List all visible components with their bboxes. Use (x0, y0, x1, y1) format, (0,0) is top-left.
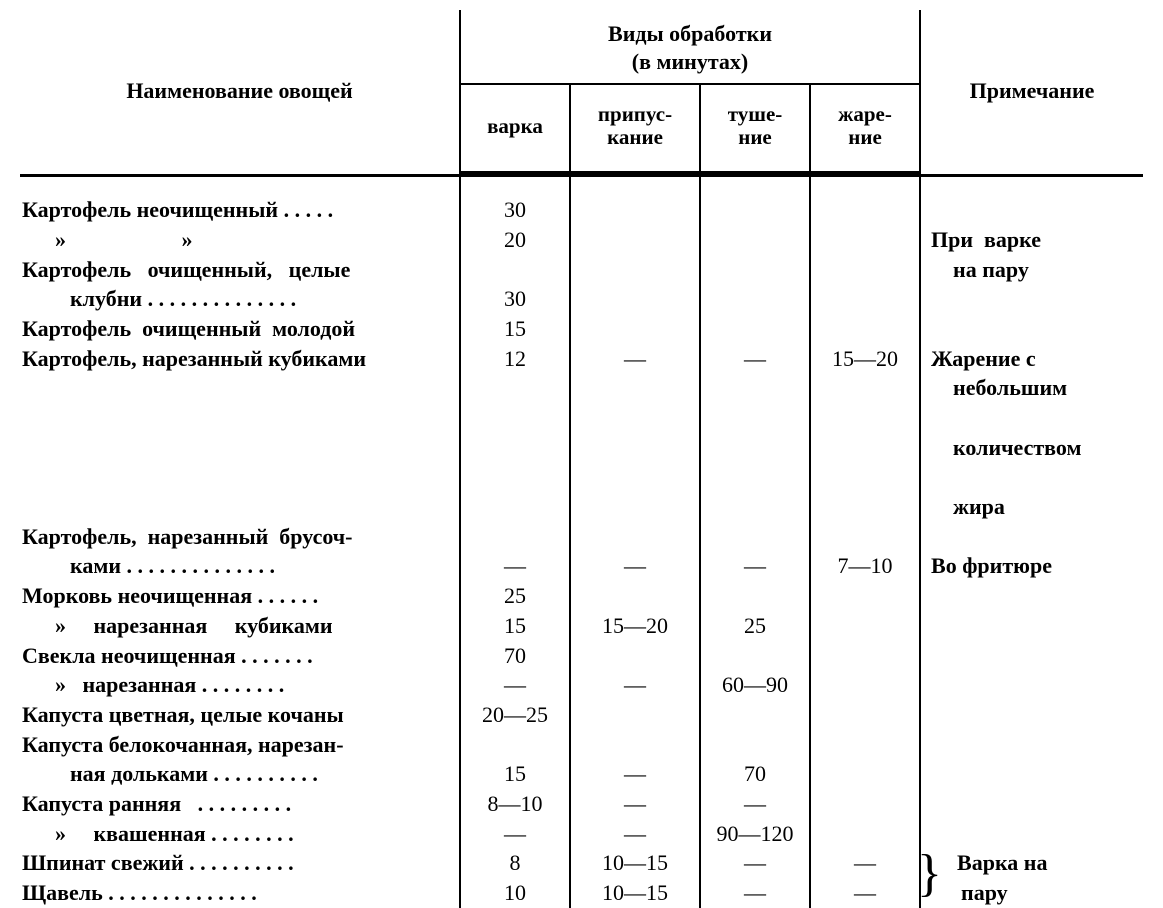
cell-zharenie: 7—10 (810, 551, 920, 581)
veg-name: » нарезанная кубиками (20, 611, 460, 641)
cell-varka: 8—10 (460, 789, 570, 819)
cell-varka: 12 (460, 344, 570, 389)
cell-varka: 30 (460, 284, 570, 314)
cell-pripusk: — (570, 551, 700, 581)
cell-tushenie: — (700, 878, 810, 908)
veg-name: » нарезанная . . . . . . . . (20, 670, 460, 700)
table-row: ная дольками . . . . . . . . . . 15 — 70 (20, 759, 1143, 789)
table-row: Свекла неочищенная . . . . . . . 70 (20, 641, 1143, 671)
cell-varka: 15 (460, 611, 570, 641)
col-header-name: Наименование овощей (20, 10, 460, 173)
cell-pripusk: 10—15 (570, 878, 700, 908)
cell-zharenie (810, 195, 920, 225)
cell-note: При варке на пару (920, 225, 1143, 284)
col-header-zharenie: жаре- ние (810, 84, 920, 173)
cell-pripusk: — (570, 670, 700, 700)
cell-tushenie: 70 (700, 759, 810, 789)
cell-pripusk: — (570, 759, 700, 789)
cell-tushenie: 25 (700, 611, 810, 641)
group-line2: (в минутах) (632, 49, 748, 74)
veg-name: » » (20, 225, 460, 255)
table-row: » нарезанная кубиками 15 15—20 25 (20, 611, 1143, 641)
cell-zharenie: — (810, 848, 920, 878)
veg-name: Картофель, нарезанный брусоч- (20, 522, 460, 552)
cell-varka: — (460, 670, 570, 700)
cell-pripusk: — (570, 789, 700, 819)
veg-name: Шпинат свежий . . . . . . . . . . (20, 848, 460, 878)
vegetable-cooking-table: Наименование овощей Виды обработки (в ми… (20, 10, 1143, 908)
col-header-group: Виды обработки (в минутах) (460, 10, 920, 84)
cell-tushenie: — (700, 789, 810, 819)
veg-name: Картофель очищенный молодой (20, 314, 460, 344)
cell-varka: 70 (460, 641, 570, 671)
col-header-varka: варка (460, 84, 570, 173)
table-row: Картофель, нарезанный кубиками 12 — — 15… (20, 344, 1143, 389)
veg-name: Картофель неочищенный . . . . . (20, 195, 460, 225)
cell-tushenie: 60—90 (700, 670, 810, 700)
table-row: Капуста цветная, целые кочаны 20—25 (20, 700, 1143, 730)
col-header-pripusk: припус- кание (570, 84, 700, 173)
veg-name: » квашенная . . . . . . . . (20, 819, 460, 849)
veg-name-cont: ками . . . . . . . . . . . . . . (20, 551, 460, 581)
veg-name-cont: ная дольками . . . . . . . . . . (20, 759, 460, 789)
table-row: Шпинат свежий . . . . . . . . . . 8 10—1… (20, 848, 1143, 878)
cell-note-brace: } Варка на пару (920, 848, 1143, 907)
table-row: Картофель неочищенный . . . . . 30 (20, 195, 1143, 225)
cell-tushenie: — (700, 551, 810, 581)
cell-varka: 20—25 (460, 700, 570, 730)
cell-varka: 8 (460, 848, 570, 878)
table-row: Капуста белокочанная, нарезан- (20, 730, 1143, 760)
veg-name: Капуста белокочанная, нарезан- (20, 730, 460, 760)
cell-tushenie: 90—120 (700, 819, 810, 849)
cell-tushenie (700, 195, 810, 225)
table-row: ками . . . . . . . . . . . . . . — — — 7… (20, 551, 1143, 581)
table-row: Морковь неочищенная . . . . . . 25 (20, 581, 1143, 611)
cell-varka: 15 (460, 759, 570, 789)
table-row: клубни . . . . . . . . . . . . . . 30 (20, 284, 1143, 314)
cell-varka: 25 (460, 581, 570, 611)
cell-varka: 30 (460, 195, 570, 225)
cell-zharenie: — (810, 878, 920, 908)
cell-pripusk: — (570, 344, 700, 389)
veg-name: Щавель . . . . . . . . . . . . . . (20, 878, 460, 908)
cell-pripusk: 15—20 (570, 611, 700, 641)
cell-varka: — (460, 819, 570, 849)
col-header-tushenie: туше- ние (700, 84, 810, 173)
cell-note (920, 195, 1143, 225)
table-row: » » 20 При варке на пару (20, 225, 1143, 255)
table-row: Картофель очищенный молодой 15 (20, 314, 1143, 344)
cell-zharenie: 15—20 (810, 344, 920, 389)
cell-tushenie: — (700, 344, 810, 389)
table-row: Картофель, нарезанный брусоч- (20, 522, 1143, 552)
veg-name: Картофель, нарезанный кубиками (20, 344, 460, 389)
cell-pripusk: — (570, 819, 700, 849)
cell-varka: 20 (460, 225, 570, 255)
cell-varka: 10 (460, 878, 570, 908)
cell-varka: 15 (460, 314, 570, 344)
veg-name: Капуста цветная, целые кочаны (20, 700, 460, 730)
cell-note: Во фритюре (920, 551, 1143, 581)
cell-pripusk (570, 195, 700, 225)
cell-tushenie: — (700, 848, 810, 878)
veg-name: Морковь неочищенная . . . . . . (20, 581, 460, 611)
veg-name: Картофель очищенный, целые (20, 255, 460, 285)
veg-name: Капуста ранняя . . . . . . . . . (20, 789, 460, 819)
table-row: » нарезанная . . . . . . . . — — 60—90 (20, 670, 1143, 700)
veg-name: Свекла неочищенная . . . . . . . (20, 641, 460, 671)
cell-note: Жарение с небольшим количеством жира (920, 344, 1143, 522)
table-row: Капуста ранняя . . . . . . . . . 8—10 — … (20, 789, 1143, 819)
col-header-note: Примечание (920, 10, 1143, 173)
group-line1: Виды обработки (608, 21, 772, 46)
cell-varka: — (460, 551, 570, 581)
curly-brace-icon: } (917, 848, 942, 900)
cell-pripusk: 10—15 (570, 848, 700, 878)
table-row: » квашенная . . . . . . . . — — 90—120 (20, 819, 1143, 849)
veg-name-cont: клубни . . . . . . . . . . . . . . (20, 284, 460, 314)
